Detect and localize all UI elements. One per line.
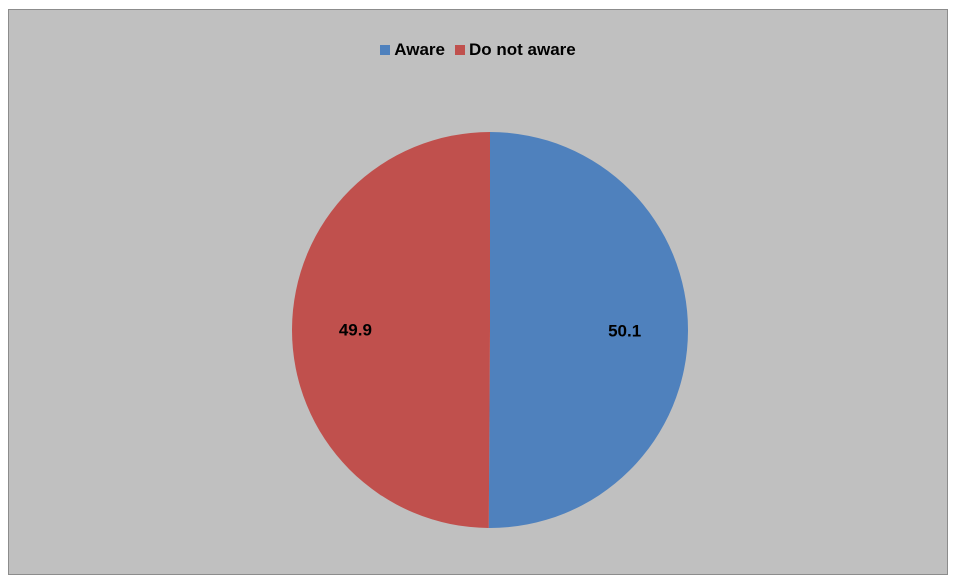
pie-slice-aware xyxy=(488,132,689,528)
legend-item-aware: Aware xyxy=(380,40,445,60)
data-label-aware: 50.1 xyxy=(608,321,641,340)
legend-label-do-not-aware: Do not aware xyxy=(468,40,576,59)
data-label-do-not-aware: 49.9 xyxy=(339,321,372,340)
chart-area: Aware Do not aware 50.1 49.9 xyxy=(8,9,948,575)
pie-chart: 50.1 49.9 xyxy=(292,132,689,528)
pie-slice-do-not-aware xyxy=(292,132,490,528)
legend-swatch-do-not-aware xyxy=(454,45,465,55)
legend: Aware Do not aware xyxy=(9,40,947,60)
legend-swatch-aware xyxy=(380,45,391,55)
legend-label-aware: Aware xyxy=(394,40,445,59)
legend-item-do-not-aware: Do not aware xyxy=(454,40,576,60)
